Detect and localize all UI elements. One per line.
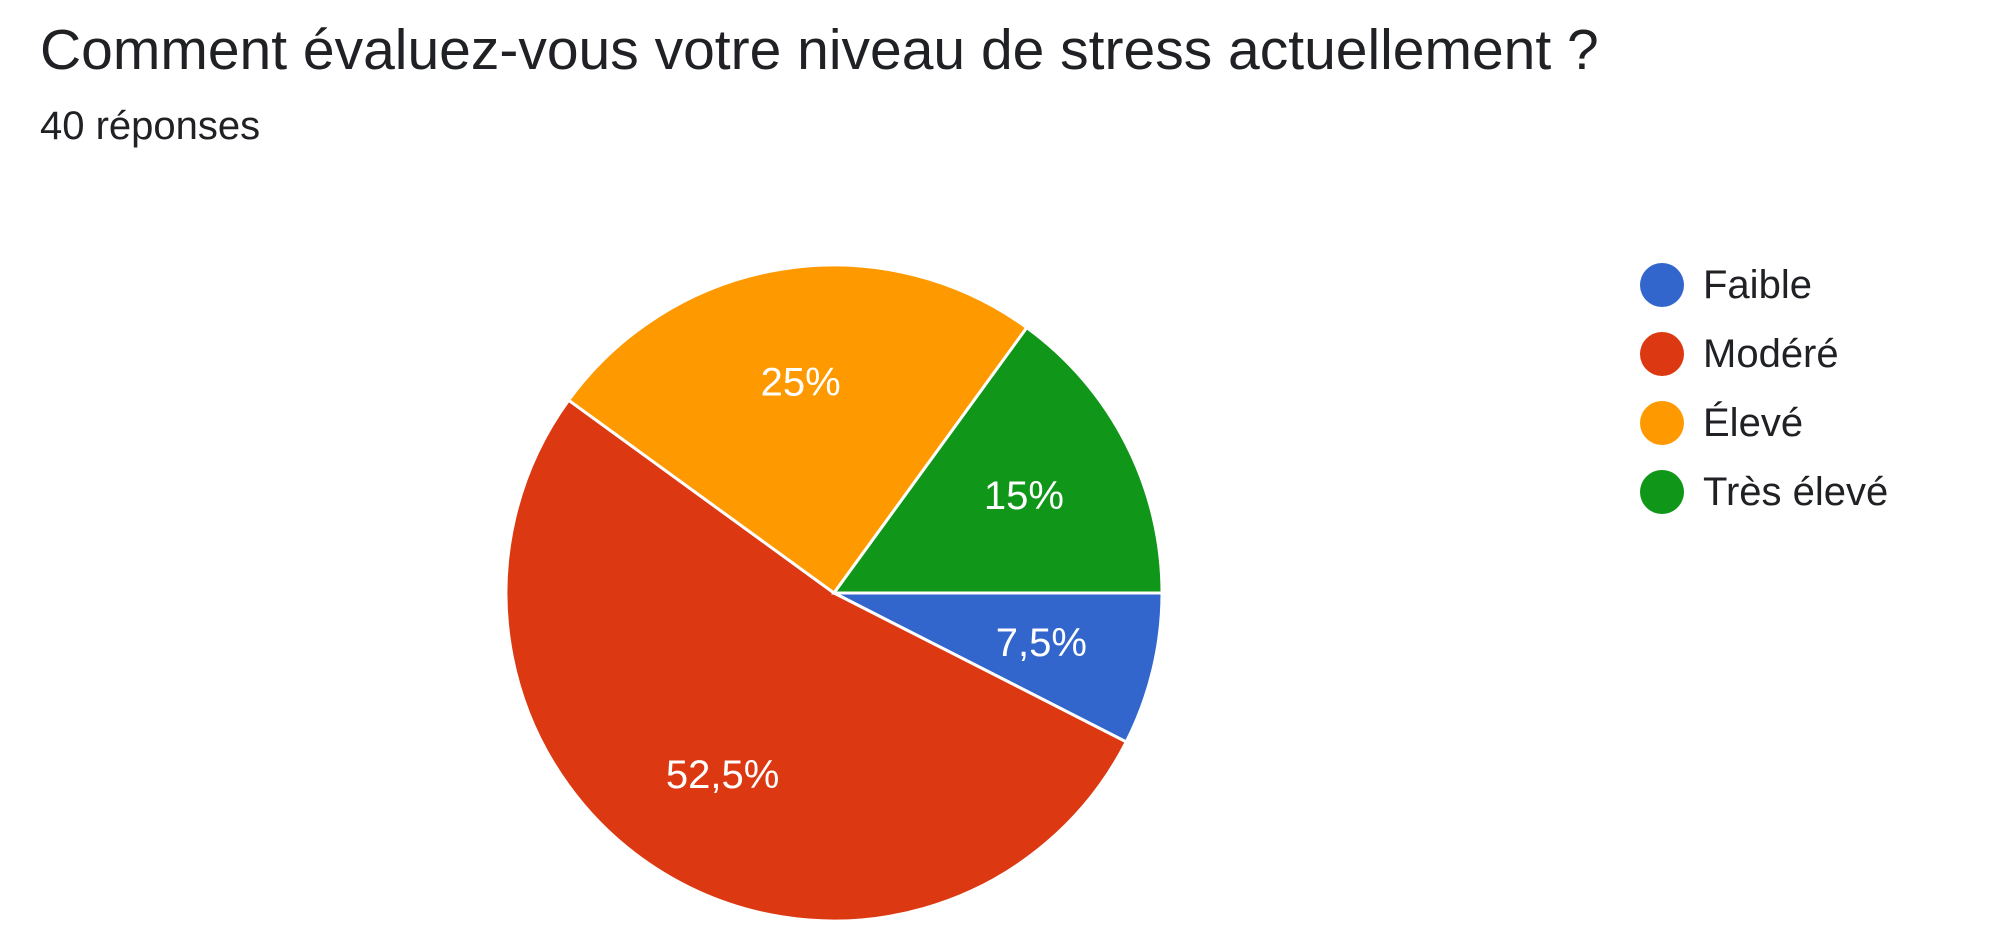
slice-label-eleve: 25%	[761, 360, 841, 404]
pie-slice-tres-eleve[interactable]	[831, 325, 1164, 595]
legend-label: Très élevé	[1703, 470, 1889, 514]
pie-slices	[504, 263, 1164, 923]
question-title: Comment évaluez-vous votre niveau de str…	[40, 18, 1599, 82]
pie-slice-labels: 7,5% 52,5% 25% 15%	[666, 360, 1087, 796]
legend-swatch	[1640, 470, 1684, 514]
slice-label-modere: 52,5%	[666, 753, 779, 797]
pie-slice-faible[interactable]	[833, 591, 1164, 744]
slice-label-faible: 7,5%	[996, 621, 1087, 665]
legend-label: Élevé	[1703, 401, 1804, 445]
legend-item-modere[interactable]: Modéré	[1640, 327, 1888, 381]
pie-slice-modere[interactable]	[504, 398, 1129, 923]
legend-label: Modéré	[1703, 332, 1839, 376]
response-count: 40 réponses	[40, 104, 261, 148]
slice-label-tres-eleve: 15%	[984, 474, 1064, 518]
legend: Faible Modéré Élevé Très élevé	[1640, 258, 1888, 534]
legend-swatch	[1640, 332, 1684, 376]
legend-swatch	[1640, 401, 1684, 445]
legend-item-eleve[interactable]: Élevé	[1640, 396, 1888, 450]
legend-label: Faible	[1703, 263, 1812, 307]
legend-swatch	[1640, 263, 1684, 307]
pie-slice-eleve[interactable]	[566, 263, 1029, 596]
legend-item-tres-eleve[interactable]: Très élevé	[1640, 465, 1888, 519]
legend-item-faible[interactable]: Faible	[1640, 258, 1888, 312]
